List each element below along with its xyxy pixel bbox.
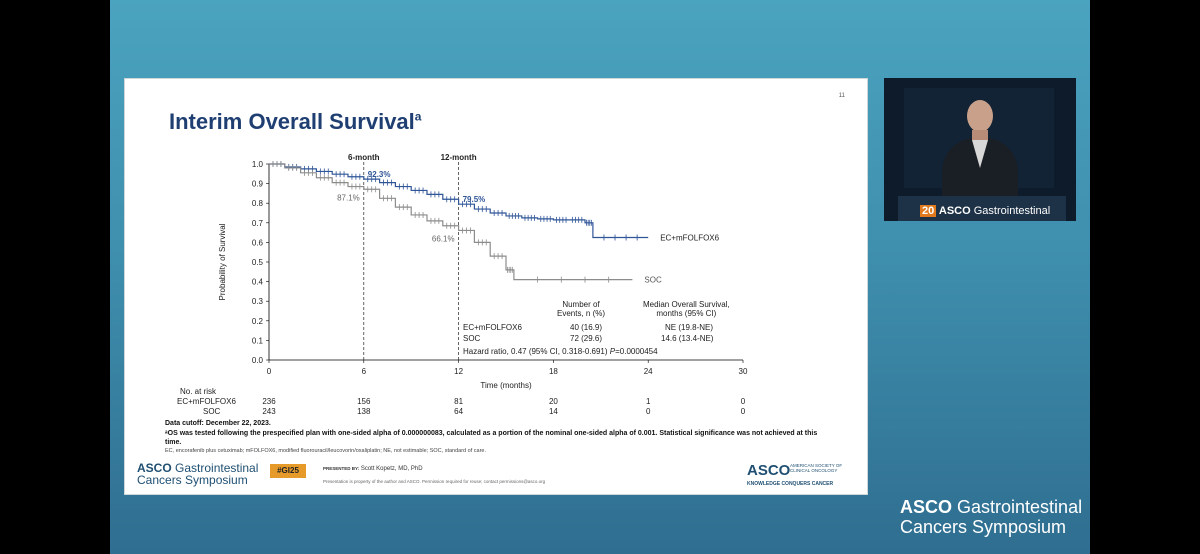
y-tick-label: 0.2 (252, 317, 264, 326)
risk-count-cell: 156 (357, 397, 371, 406)
stats-row-arm: EC+mFOLFOX6 (463, 323, 522, 332)
risk-count-cell: 243 (262, 407, 276, 416)
asco-logo-subtext: AMERICAN SOCIETY OF CLINICAL ONCOLOGY (790, 463, 843, 473)
reference-line-label: 6-month (348, 153, 380, 162)
y-tick-label: 0.0 (252, 356, 264, 365)
risk-count-cell: 0 (740, 397, 746, 406)
risk-count-cell: 0 (740, 407, 746, 416)
survival-curve-soc (269, 163, 633, 281)
y-tick-label: 1.0 (252, 160, 264, 169)
x-tick-label: 18 (549, 367, 558, 376)
km-survival-chart: 0.0 0.1 0.2 0.3 0.4 0.5 0.6 0.7 0.8 0.9 1.0 0 6 12 18 2… (218, 153, 748, 390)
risk-count-cell: 20 (548, 397, 558, 406)
risk-arm-label: SOC (203, 407, 221, 416)
stats-col-events-header: Number of Events, n (%) (557, 300, 606, 318)
x-tick-label: 30 (739, 367, 748, 376)
risk-count-cell: 81 (454, 397, 464, 406)
series-label: EC+mFOLFOX6 (660, 234, 719, 243)
symposium-watermark: ASCO Gastrointestinal Cancers Symposium (900, 497, 1083, 537)
risk-count-cell: 64 (454, 407, 464, 416)
podium-sign: 20 ASCO Gastrointestinal (920, 205, 1051, 217)
milestone-label: 66.1% (432, 234, 455, 243)
y-tick-label: 0.5 (252, 258, 264, 267)
speaker-figure (884, 78, 1076, 221)
risk-count-cell: 236 (262, 397, 276, 406)
y-tick-label: 0.9 (252, 180, 264, 189)
asco-logo: ASCO (747, 462, 791, 479)
y-axis-label: Probability of Survival (218, 223, 227, 300)
speaker-video-feed: 20 ASCO Gastrointestinal (884, 78, 1076, 221)
hashtag-badge: #GI25 (270, 464, 306, 478)
risk-count-cell: 14 (548, 407, 558, 416)
y-tick-label: 0.7 (252, 219, 264, 228)
milestone-label: 79.5% (463, 195, 486, 204)
risk-count-cell: 1 (645, 397, 651, 406)
asco-gi-logo-text: ASCO Gastrointestinal Cancers Symposium (137, 461, 259, 487)
asco-tagline: KNOWLEDGE CONQUERS CANCER (747, 481, 834, 487)
y-tick-label: 0.1 (252, 336, 264, 345)
y-tick-label: 0.6 (252, 238, 264, 247)
stats-row-median: 14.6 (13.4-NE) (661, 334, 714, 343)
x-tick-label: 12 (454, 367, 463, 376)
reference-line-label: 12-month (441, 153, 477, 162)
presentation-slide: Interim Overall Survivala 11 0.0 0.1 0.2 0.… (124, 78, 868, 495)
y-tick-label: 0.3 (252, 297, 264, 306)
y-tick-label: 0.4 (252, 278, 264, 287)
y-tick-label: 0.8 (252, 199, 264, 208)
number-at-risk-label: No. at risk (180, 387, 217, 396)
milestone-label: 92.3% (368, 170, 391, 179)
property-note: Presentation is property of the author a… (323, 479, 546, 484)
x-tick-label: 24 (644, 367, 653, 376)
stats-row-events: 40 (16.9) (570, 323, 603, 332)
milestone-label: 87.1% (337, 193, 360, 202)
data-cutoff: Data cutoff: December 22, 2023. (165, 420, 271, 427)
stats-col-median-header: Median Overall Survival, months (95% CI) (643, 300, 730, 318)
abbreviations: EC, encorafenib plus cetuximab; mFOLFOX6… (165, 448, 486, 454)
stats-row-arm: SOC (463, 334, 481, 343)
risk-count-cell: 0 (645, 407, 651, 416)
series-label: SOC (644, 276, 662, 285)
x-axis-label: Time (months) (480, 381, 532, 390)
risk-arm-label: EC+mFOLFOX6 (177, 397, 236, 406)
stats-row-median: NE (19.8-NE) (665, 323, 714, 332)
x-tick-label: 6 (362, 367, 367, 376)
survival-curve-ec-mfolfox6 (269, 163, 649, 239)
stats-row-events: 72 (29.6) (570, 334, 603, 343)
x-tick-label: 0 (267, 367, 272, 376)
hazard-ratio: Hazard ratio, 0.47 (95% CI, 0.318-0.691)… (463, 347, 658, 356)
slide-title: Interim Overall Survivala (169, 109, 422, 134)
slide-number: 11 (838, 93, 845, 99)
risk-count-cell: 138 (357, 407, 371, 416)
presenter-credit: PRESENTED BY: Scott Kopetz, MD, PhD (323, 466, 423, 472)
footnote-a: ᵃOS was tested following the prespecifie… (165, 430, 818, 446)
